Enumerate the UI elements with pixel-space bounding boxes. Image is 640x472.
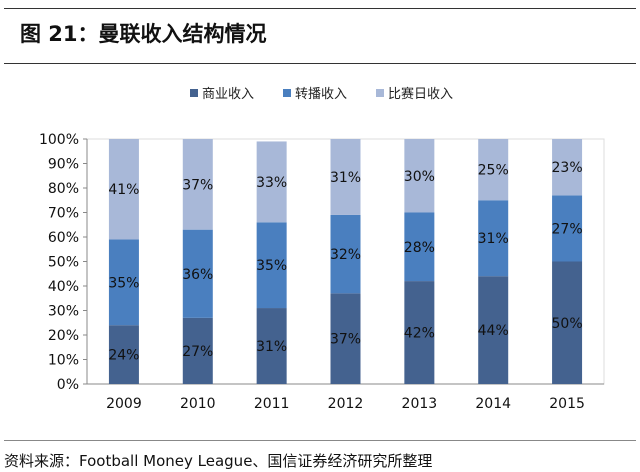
bar-segment xyxy=(108,325,139,384)
x-tick-label: 2011 xyxy=(254,396,290,412)
bar-segment xyxy=(330,139,361,215)
data-label: 33% xyxy=(256,175,287,191)
y-tick-label: 80% xyxy=(48,181,79,197)
bar-segment xyxy=(182,229,213,318)
y-tick-label: 60% xyxy=(48,230,79,246)
bar-segment xyxy=(330,293,361,384)
data-label: 27% xyxy=(552,221,583,237)
data-label: 24% xyxy=(108,348,139,364)
bar-segment xyxy=(552,261,583,384)
bar-segment xyxy=(404,139,435,213)
y-tick-label: 40% xyxy=(48,279,79,295)
stacked-bar-chart: 0% 10% 20% 30% 40% 50% 60% 70% 80% 90% 100% 24% 35% 4… xyxy=(39,86,605,412)
figure-title: 图 21：曼联收入结构情况 xyxy=(20,22,267,46)
source-note: 资料来源：Football Money League、国信证券经济研究所整理 xyxy=(4,452,433,470)
legend-swatch xyxy=(190,89,198,97)
y-tick-label: 90% xyxy=(48,157,79,173)
y-tick-label: 50% xyxy=(48,255,79,271)
legend-swatch xyxy=(283,89,291,97)
data-label: 31% xyxy=(330,170,361,186)
x-tick-label: 2012 xyxy=(328,396,364,412)
bar-segment xyxy=(478,139,509,201)
data-label: 41% xyxy=(108,182,139,198)
bar-segment xyxy=(478,276,509,384)
data-label: 27% xyxy=(182,344,213,360)
title-rule xyxy=(4,63,636,64)
data-label: 44% xyxy=(478,323,509,339)
x-tick-label: 2010 xyxy=(180,396,216,412)
data-label: 31% xyxy=(256,339,287,355)
bar-segment xyxy=(182,317,213,384)
bar-segment xyxy=(108,139,139,240)
data-label: 31% xyxy=(478,231,509,247)
data-label: 37% xyxy=(182,177,213,193)
legend-label: 商业收入 xyxy=(202,87,254,102)
legend-label: 转播收入 xyxy=(295,87,347,102)
y-tick-label: 10% xyxy=(48,353,79,369)
y-tick-label: 100% xyxy=(39,132,79,148)
data-label: 42% xyxy=(404,326,435,342)
top-rule xyxy=(4,8,636,9)
bar-segment xyxy=(108,239,139,326)
data-label: 28% xyxy=(404,240,435,256)
bar-segment xyxy=(182,139,213,230)
x-tick-label: 2014 xyxy=(475,396,511,412)
y-tick-label: 70% xyxy=(48,206,79,222)
data-label: 50% xyxy=(552,316,583,332)
data-label: 30% xyxy=(404,169,435,185)
x-tick-label: 2015 xyxy=(549,396,585,412)
legend-swatch xyxy=(376,89,384,97)
data-label: 36% xyxy=(182,267,213,283)
bar-segment xyxy=(478,200,509,277)
legend-label: 比赛日收入 xyxy=(388,86,453,102)
bar-segment xyxy=(404,281,435,384)
source-rule xyxy=(4,440,636,441)
bar-segment xyxy=(330,214,361,294)
data-label: 35% xyxy=(108,275,139,291)
bar-segment xyxy=(552,195,583,262)
data-label: 32% xyxy=(330,247,361,263)
bar-segment xyxy=(404,212,435,282)
y-tick-label: 30% xyxy=(48,304,79,320)
data-label: 25% xyxy=(478,163,509,179)
bar-segment xyxy=(256,222,287,309)
y-tick-label: 0% xyxy=(57,377,79,393)
bar-segment xyxy=(256,308,287,384)
x-tick-label: 2009 xyxy=(106,396,142,412)
x-tick-label: 2013 xyxy=(402,396,438,412)
bar-segment xyxy=(552,139,583,196)
bar-segment xyxy=(256,141,287,223)
data-label: 35% xyxy=(256,258,287,274)
y-tick-label: 20% xyxy=(48,328,79,344)
data-label: 37% xyxy=(330,332,361,348)
data-label: 23% xyxy=(552,160,583,176)
